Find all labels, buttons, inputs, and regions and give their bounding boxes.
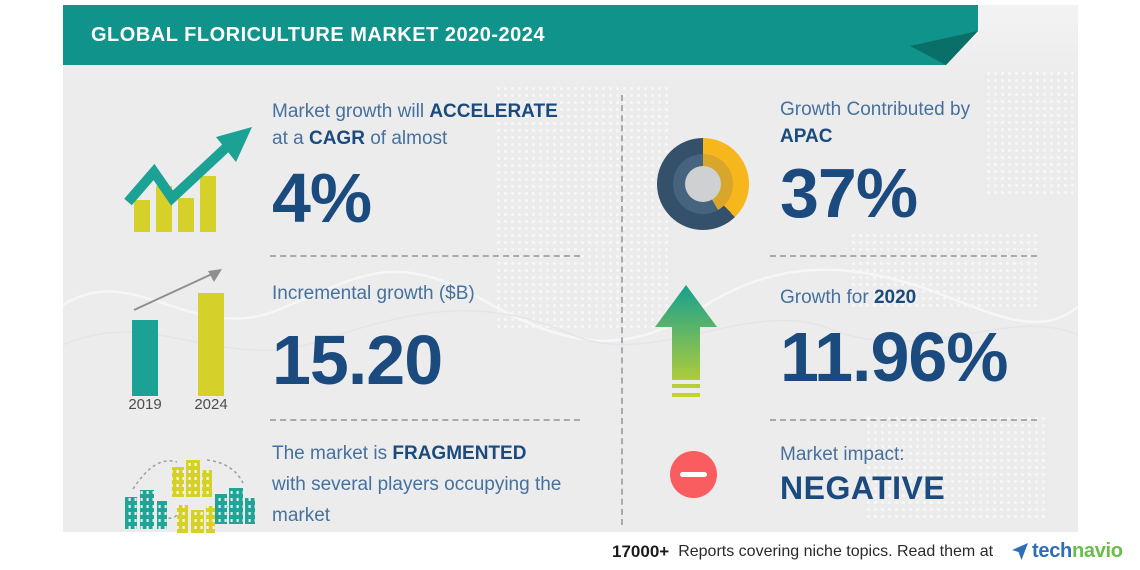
minus-circle-icon — [670, 451, 717, 498]
technavio-arrow-icon — [1012, 543, 1029, 560]
incremental-growth-value: 15.20 — [272, 321, 443, 399]
donut-center-hole — [685, 166, 721, 202]
title-banner — [63, 5, 978, 65]
cagr-accelerate-text: ACCELERATE — [429, 101, 558, 122]
fragmented-text: The market is — [272, 443, 393, 464]
fragmented-caption: The market is FRAGMENTED with several pl… — [272, 438, 561, 531]
technavio-logo[interactable]: tech navio — [1010, 540, 1123, 563]
apac-value: 37% — [780, 154, 918, 232]
fragmented-bold-text: FRAGMENTED — [392, 443, 527, 464]
column-divider — [621, 95, 623, 525]
growth-2020-value: 11.96% — [780, 318, 1009, 396]
incremental-growth-label: Incremental growth ($B) — [272, 283, 475, 304]
impact-label: Market impact: — [780, 444, 905, 465]
fragmented-line1: The market is FRAGMENTED — [272, 438, 561, 469]
fragmented-line2: with several players occupying the — [272, 474, 562, 495]
cagr-text: of almost — [364, 128, 448, 149]
report-count: 17000+ — [612, 541, 670, 561]
bar-comparison-icon: 2019 2024 — [128, 269, 228, 410]
section-divider — [270, 255, 580, 257]
cagr-bold-text: CAGR — [308, 128, 365, 149]
apac-region: APAC — [780, 126, 833, 147]
cagr-caption-line2: at a CAGR of almost — [272, 125, 558, 152]
up-arrow-icon — [655, 285, 717, 397]
bar-year-label-2024: 2024 — [194, 396, 227, 410]
growth-2020-year: 2020 — [873, 287, 917, 308]
impact-value: NEGATIVE — [780, 470, 946, 506]
apac-label: Growth Contributed by — [780, 99, 971, 120]
cagr-caption: Market growth will ACCELERATE at a CAGR … — [272, 98, 558, 152]
apac-caption: Growth Contributed by APAC — [780, 96, 970, 150]
section-divider — [770, 255, 1037, 257]
donut-chart-icon — [657, 138, 749, 230]
cagr-value: 4% — [272, 159, 372, 237]
footer: 17000+ Reports covering niche topics. Re… — [612, 540, 1123, 563]
cagr-text: at a — [272, 128, 309, 149]
growth-2020-label: Growth for — [780, 287, 874, 308]
cagr-text: Market growth will — [272, 101, 430, 122]
growth-chart-icon — [124, 127, 252, 232]
buildings-network-icon — [125, 459, 255, 533]
growth-2020-caption: Growth for 2020 — [780, 284, 916, 311]
banner-ribbon-shape — [63, 5, 978, 65]
bar-year-label-2019: 2019 — [128, 396, 161, 410]
page-title: GLOBAL FLORICULTURE MARKET 2020-2024 — [91, 24, 545, 46]
footer-text: Reports covering niche topics. Read them… — [678, 542, 994, 560]
brand-name-green: navio — [1071, 540, 1123, 562]
section-divider — [270, 419, 580, 421]
fragmented-line3: market — [272, 505, 331, 526]
cagr-caption-line1: Market growth will ACCELERATE — [272, 98, 558, 125]
section-divider — [770, 419, 1037, 421]
brand-name-blue: tech — [1032, 540, 1072, 562]
minus-bar — [680, 472, 707, 477]
